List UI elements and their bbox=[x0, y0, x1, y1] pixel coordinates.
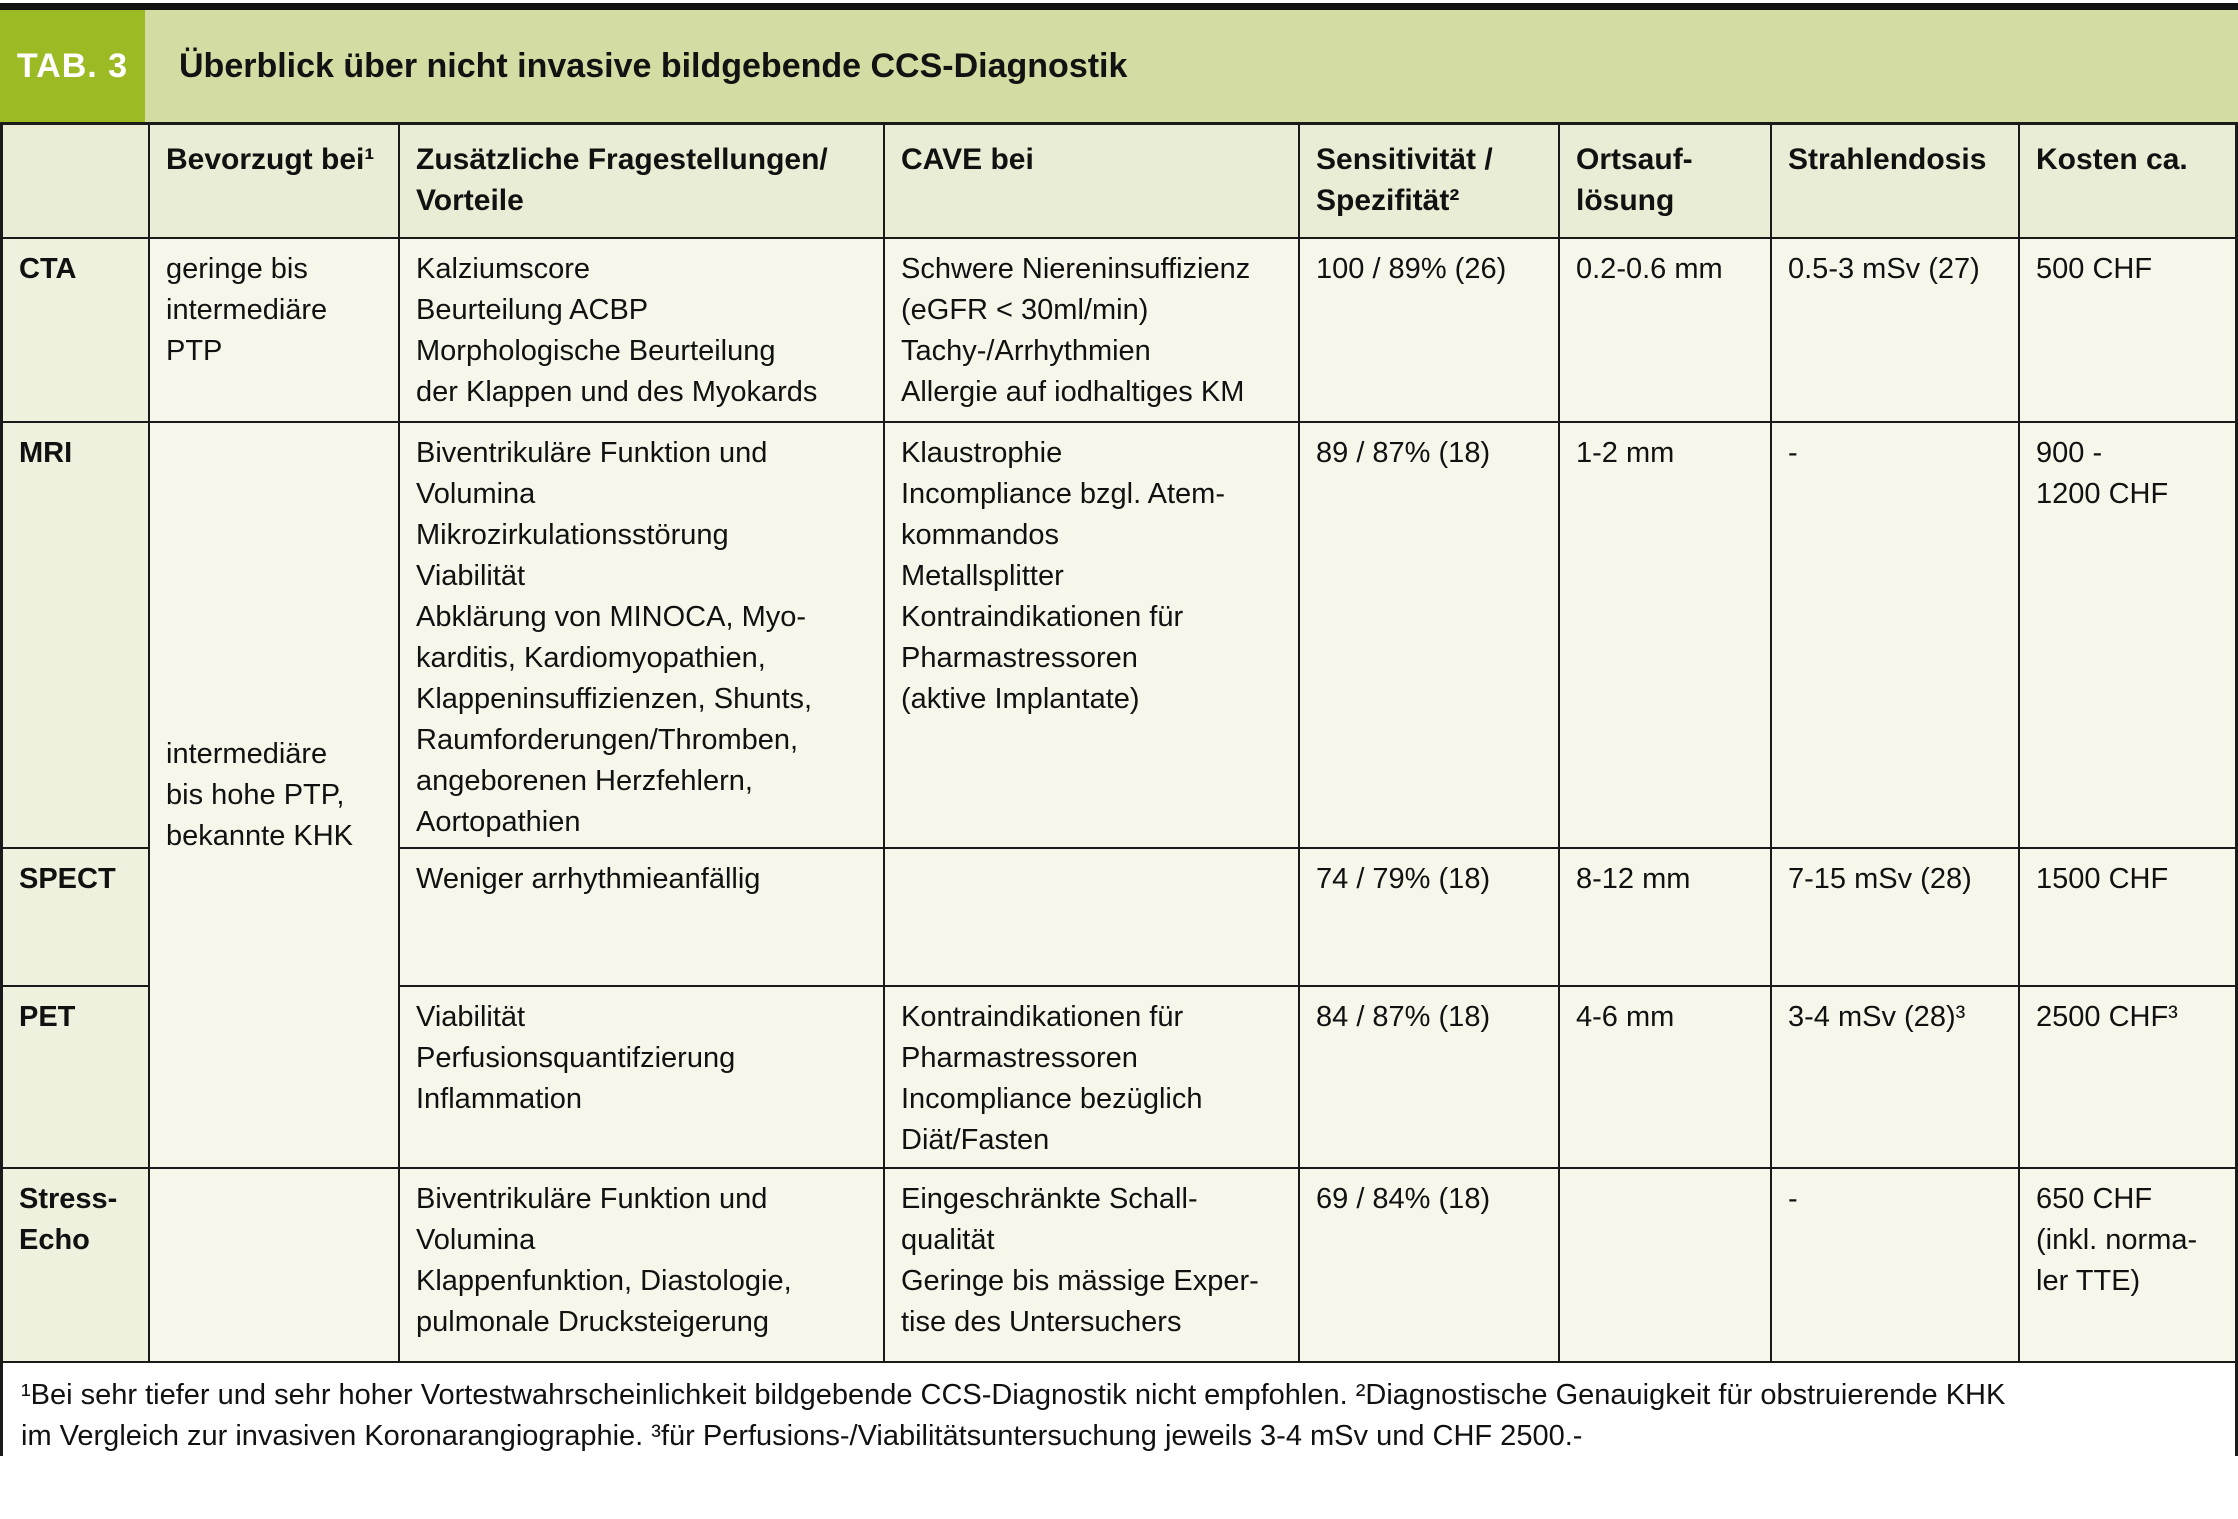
pet-kosten: 2500 CHF³ bbox=[2020, 987, 2235, 1167]
header-ortsaufloesung: Ortsauf- lösung bbox=[1560, 125, 1770, 237]
spect-sensitivitaet: 74 / 79% (18) bbox=[1300, 849, 1558, 985]
header-cave-bei: CAVE bei bbox=[885, 125, 1298, 237]
pet-ortsaufloesung: 4-6 mm bbox=[1560, 987, 1770, 1167]
spect-kosten: 1500 CHF bbox=[2020, 849, 2235, 985]
stress-echo-cave: Eingeschränkte Schall- qualität Geringe … bbox=[885, 1169, 1298, 1361]
cta-zusatz: Kalziumscore Beurteilung ACBP Morphologi… bbox=[400, 239, 883, 421]
row-label-cta: CTA bbox=[3, 239, 148, 421]
merged-bevorzugt-text: intermediäre bis hohe PTP, bekannte KHK bbox=[166, 737, 354, 852]
spect-cave bbox=[885, 849, 1298, 985]
header-bevorzugt-bei: Bevorzugt bei¹ bbox=[150, 125, 398, 237]
spect-strahlendosis: 7-15 mSv (28) bbox=[1772, 849, 2018, 985]
table-title-bar: TAB. 3 Überblick über nicht invasive bil… bbox=[0, 10, 2238, 122]
header-modality bbox=[3, 125, 148, 237]
pet-zusatz: Viabilität Perfusionsquantifzierung Infl… bbox=[400, 987, 883, 1167]
ccs-diagnostics-table: Bevorzugt bei¹ Zusätzliche Fragestellung… bbox=[0, 122, 2238, 1469]
mri-strahlendosis: - bbox=[1772, 423, 2018, 847]
table-footnote: ¹Bei sehr tiefer und sehr hoher Vortestw… bbox=[3, 1363, 2235, 1469]
mri-cave: Klaustrophie Incompliance bzgl. Atem- ko… bbox=[885, 423, 1298, 847]
cta-strahlendosis: 0.5-3 mSv (27) bbox=[1772, 239, 2018, 421]
merged-bevorzugt-mri-spect-pet: intermediäre bis hohe PTP, bekannte KHK bbox=[150, 423, 398, 1167]
cta-kosten: 500 CHF bbox=[2020, 239, 2235, 421]
pet-sensitivitaet: 84 / 87% (18) bbox=[1300, 987, 1558, 1167]
cta-ortsaufloesung: 0.2-0.6 mm bbox=[1560, 239, 1770, 421]
spect-zusatz: Weniger arrhythmieanfällig bbox=[400, 849, 883, 985]
table-number-badge: TAB. 3 bbox=[0, 10, 145, 122]
stress-echo-zusatz: Biventrikuläre Funktion und Volumina Kla… bbox=[400, 1169, 883, 1361]
pet-strahlendosis: 3-4 mSv (28)³ bbox=[1772, 987, 2018, 1167]
row-label-spect: SPECT bbox=[3, 849, 148, 985]
stress-echo-kosten: 650 CHF (inkl. norma- ler TTE) bbox=[2020, 1169, 2235, 1361]
stress-echo-sensitivitaet: 69 / 84% (18) bbox=[1300, 1169, 1558, 1361]
header-zusaetzliche-fragestellungen: Zusätzliche Fragestellungen/ Vorteile bbox=[400, 125, 883, 237]
pet-cave: Kontraindikationen für Pharmastressoren … bbox=[885, 987, 1298, 1167]
mri-ortsaufloesung: 1-2 mm bbox=[1560, 423, 1770, 847]
header-sensitivitaet-spezifitaet: Sensitivität / Spezifität² bbox=[1300, 125, 1558, 237]
cta-cave: Schwere Niereninsuffizienz (eGFR < 30ml/… bbox=[885, 239, 1298, 421]
row-label-stress-echo: Stress- Echo bbox=[3, 1169, 148, 1361]
header-kosten: Kosten ca. bbox=[2020, 125, 2235, 237]
mri-sensitivitaet: 89 / 87% (18) bbox=[1300, 423, 1558, 847]
mri-kosten: 900 - 1200 CHF bbox=[2020, 423, 2235, 847]
spect-ortsaufloesung: 8-12 mm bbox=[1560, 849, 1770, 985]
top-rule bbox=[0, 3, 2238, 10]
row-label-pet: PET bbox=[3, 987, 148, 1167]
stress-echo-ortsaufloesung bbox=[1560, 1169, 1770, 1361]
stress-echo-bevorzugt bbox=[150, 1169, 398, 1361]
mri-zusatz: Biventrikuläre Funktion und Volumina Mik… bbox=[400, 423, 883, 847]
cta-bevorzugt: geringe bis intermediäre PTP bbox=[150, 239, 398, 421]
table-title: Überblick über nicht invasive bildgebend… bbox=[145, 10, 2238, 122]
row-label-mri: MRI bbox=[3, 423, 148, 847]
header-strahlendosis: Strahlendosis bbox=[1772, 125, 2018, 237]
stress-echo-strahlendosis: - bbox=[1772, 1169, 2018, 1361]
cta-sensitivitaet: 100 / 89% (26) bbox=[1300, 239, 1558, 421]
